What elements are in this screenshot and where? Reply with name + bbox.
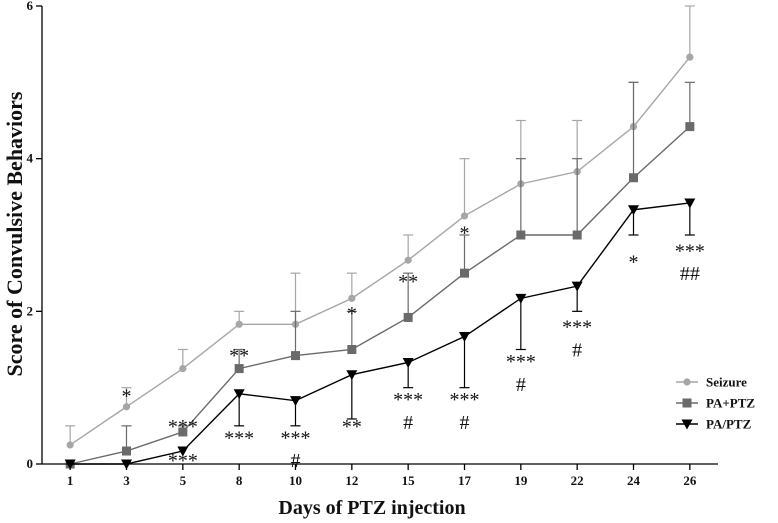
significance-label: ***	[224, 427, 254, 449]
x-tick-label: 3	[123, 473, 130, 488]
significance-label: #	[291, 450, 301, 472]
data-point	[404, 256, 412, 264]
significance-label: *	[122, 385, 132, 407]
x-tick-label: 15	[402, 473, 416, 488]
data-point	[460, 212, 469, 220]
data-point	[177, 446, 189, 457]
series-group	[64, 5, 696, 470]
legend-item: PA+PTZ	[676, 396, 755, 411]
legend-marker	[683, 378, 691, 386]
significance-label: ##	[680, 263, 700, 285]
x-tick-label: 1	[67, 473, 74, 488]
y-tick-label: 0	[27, 456, 34, 471]
significance-label: ***	[281, 427, 311, 449]
data-point	[348, 294, 356, 302]
x-tick-label: 8	[236, 473, 243, 488]
y-axis-title: Score of Convulsive Behaviors	[2, 91, 27, 376]
significance-label: **	[229, 345, 249, 367]
series-line	[70, 202, 690, 465]
y-tick-label: 4	[27, 151, 34, 166]
series-line	[70, 126, 691, 465]
significance-label: ***	[168, 416, 198, 438]
legend-label: PA/PTZ	[706, 417, 752, 432]
legend-label: Seizure	[706, 375, 747, 390]
significance-annotations: ************ ***#********#****#***#***#**…	[122, 223, 705, 472]
data-point	[460, 268, 469, 278]
data-point	[402, 357, 414, 368]
data-point	[346, 370, 358, 381]
x-tick-label: 24	[627, 473, 641, 488]
data-point	[122, 446, 131, 456]
data-point	[179, 364, 187, 373]
legend-item: Seizure	[676, 375, 747, 390]
significance-label: ***	[168, 450, 198, 472]
data-point	[515, 293, 527, 304]
data-point	[629, 173, 638, 183]
data-point	[235, 320, 243, 328]
data-point	[571, 281, 583, 292]
data-point	[572, 230, 582, 240]
data-point	[178, 427, 188, 437]
legend-marker	[682, 398, 692, 408]
data-point	[290, 396, 301, 407]
data-point	[233, 389, 245, 400]
y-tick-label: 6	[27, 0, 34, 13]
x-tick-label: 19	[514, 473, 528, 488]
significance-label: *	[629, 252, 639, 274]
significance-label: *	[460, 223, 470, 245]
data-point	[234, 364, 244, 374]
data-point	[684, 198, 696, 209]
data-point	[291, 351, 300, 361]
significance-label: #	[403, 412, 413, 434]
legend-marker	[681, 419, 693, 430]
significance-label: **	[342, 416, 362, 438]
x-tick-label: 26	[683, 473, 697, 488]
x-tick-label: 22	[571, 473, 584, 488]
data-point	[686, 53, 694, 61]
significance-label: ***	[675, 240, 705, 262]
x-tick-label: 17	[458, 473, 472, 488]
data-point	[459, 332, 470, 343]
significance-label: #	[572, 340, 582, 362]
data-point	[403, 312, 413, 322]
legend: Seizure PA+PTZ PA/PTZ	[676, 375, 755, 432]
data-point	[347, 345, 357, 354]
y-tick-label: 2	[27, 303, 34, 318]
data-point	[628, 205, 639, 216]
data-point	[66, 441, 74, 449]
x-tick-label: 10	[289, 473, 302, 488]
series-pa-ptz	[65, 81, 695, 469]
legend-item: PA/PTZ	[676, 417, 752, 432]
data-point	[122, 403, 131, 411]
significance-label: #	[516, 374, 526, 396]
data-point	[685, 122, 695, 132]
significance-label: ***	[562, 317, 592, 339]
significance-label: ***	[393, 389, 423, 411]
significance-label: *	[347, 303, 357, 325]
data-point	[516, 230, 526, 240]
x-tick-label: 5	[180, 473, 187, 488]
significance-label: ***	[506, 351, 536, 373]
significance-label: ***	[450, 389, 480, 411]
legend-label: PA+PTZ	[706, 396, 755, 411]
significance-label: **	[398, 271, 418, 293]
series-seizure	[65, 5, 695, 449]
x-tick-label: 12	[345, 473, 358, 488]
x-axis-title: Days of PTZ injection	[278, 497, 465, 519]
series-line	[69, 56, 691, 446]
significance-label: #	[460, 412, 470, 434]
